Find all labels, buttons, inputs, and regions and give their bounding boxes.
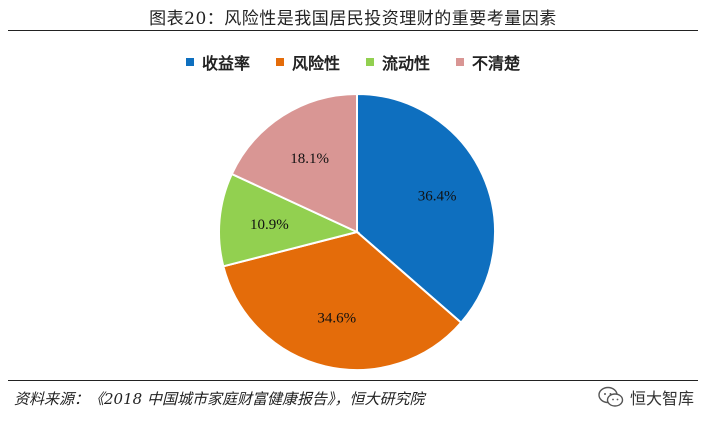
wechat-icon <box>598 386 624 407</box>
chart-title: 图表20：风险性是我国居民投资理财的重要考量因素 <box>149 9 557 29</box>
legend-label-3: 不清楚 <box>472 54 521 73</box>
bottom-divider <box>8 380 698 381</box>
pie-label-1: 34.6% <box>317 311 356 327</box>
pie-label-2: 10.9% <box>250 217 289 233</box>
watermark-text: 恒大智库 <box>629 389 694 408</box>
pie-label-0: 36.4% <box>418 189 457 205</box>
pie-labels: 36.4% 34.6% 10.9% 18.1% <box>250 151 456 327</box>
legend-label-2: 流动性 <box>382 54 431 73</box>
legend-item-3: 不清楚 <box>456 50 520 74</box>
watermark: 恒大智库 <box>598 385 694 409</box>
pie-slice-1 <box>222 230 463 371</box>
legend-label-1: 风险性 <box>291 54 340 73</box>
legend-label-0: 收益率 <box>201 54 250 73</box>
pie-slice-0 <box>356 92 496 325</box>
pie-slice-3 <box>230 92 358 234</box>
pie-slice-2 <box>218 172 360 268</box>
chart-legend: 收益率 风险性 流动性 不清楚 <box>0 50 706 74</box>
pie-label-3: 18.1% <box>290 151 329 167</box>
legend-swatch-0 <box>185 58 194 66</box>
top-divider <box>8 30 698 31</box>
pie-slices <box>218 92 496 371</box>
legend-item-1: 风险性 <box>275 50 340 74</box>
legend-item-2: 流动性 <box>366 50 430 74</box>
legend-swatch-3 <box>456 58 465 66</box>
source-note: 资料来源：《2018 中国城市家庭财富健康报告》，恒大研究院 <box>14 390 425 408</box>
legend-swatch-2 <box>366 58 374 66</box>
legend-item-0: 收益率 <box>185 50 250 74</box>
legend-swatch-1 <box>275 58 284 66</box>
